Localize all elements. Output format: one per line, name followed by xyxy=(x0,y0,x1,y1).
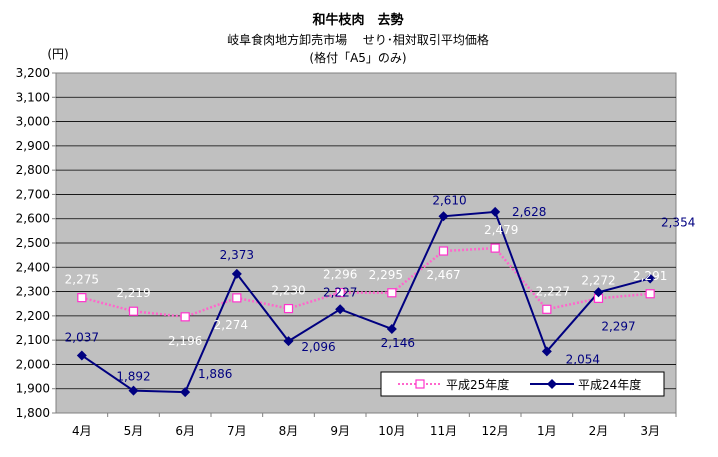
y-tick-labels: 1,800 1,900 2,000 2,100 2,200 2,300 2,400 2,500… xyxy=(16,66,50,420)
series-line-h25 xyxy=(81,246,651,319)
data-label-h25: 2,467 xyxy=(426,268,460,282)
point-h25 xyxy=(180,312,190,322)
y-tick-label: 2,300 xyxy=(16,285,50,299)
data-label-h25: 2,272 xyxy=(581,273,615,287)
data-label-h24: 2,297 xyxy=(601,319,635,333)
data-label-h24: 2,037 xyxy=(65,330,99,344)
y-tick-label: 1,800 xyxy=(16,406,50,420)
y-tick-label: 1,900 xyxy=(16,382,50,396)
point-h24 xyxy=(231,268,242,279)
point-h24 xyxy=(593,287,604,298)
data-label-h25: 2,295 xyxy=(369,268,403,282)
data-label-h24: 1,886 xyxy=(198,367,232,381)
data-label-h24: 2,227 xyxy=(323,285,357,299)
x-tick-label: 10月 xyxy=(378,424,405,438)
y-tick-label: 2,700 xyxy=(16,187,50,201)
x-tick-label: 4月 xyxy=(72,424,92,438)
point-h24 xyxy=(386,323,397,334)
x-tick-label: 6月 xyxy=(175,424,195,438)
x-tick-label: 11月 xyxy=(430,424,457,438)
y-tick-label: 2,100 xyxy=(16,333,50,347)
y-axis-label: (円) xyxy=(47,47,68,61)
y-tick-label: 2,500 xyxy=(16,236,50,250)
x-tick-label: 3月 xyxy=(640,424,660,438)
y-tick-label: 2,400 xyxy=(16,260,50,274)
point-h24 xyxy=(438,211,449,222)
legend-label-h24: 平成24年度 xyxy=(578,377,641,392)
y-tick-label: 2,900 xyxy=(16,139,50,153)
y-tick-label: 3,000 xyxy=(16,115,50,129)
legend-marker-h24 xyxy=(547,379,557,389)
data-label-h24: 2,373 xyxy=(220,248,254,262)
data-label-h25: 2,274 xyxy=(214,318,248,332)
series-line-h24 xyxy=(81,210,651,394)
data-label-h24: 1,892 xyxy=(116,370,150,384)
data-label-h24: 2,146 xyxy=(381,336,415,350)
point-h25 xyxy=(77,293,87,303)
x-tick-label: 1月 xyxy=(537,424,557,438)
data-label-h25: 2,291 xyxy=(633,269,667,283)
data-label-h25: 2,230 xyxy=(271,284,305,298)
point-h25 xyxy=(283,303,294,314)
y-tick-label: 2,200 xyxy=(16,309,50,323)
point-h25 xyxy=(542,304,552,314)
point-h24 xyxy=(180,387,191,398)
data-label-h24: 2,610 xyxy=(432,193,466,207)
point-h24 xyxy=(541,346,552,357)
point-h24 xyxy=(645,273,656,284)
point-h25 xyxy=(645,289,655,299)
x-tick-label: 9月 xyxy=(330,424,350,438)
point-h24 xyxy=(283,336,294,347)
point-h25 xyxy=(232,293,242,303)
data-label-h24: 2,354 xyxy=(661,215,695,229)
data-label-h24: 2,628 xyxy=(512,205,546,219)
data-label-h25: 2,296 xyxy=(323,268,357,282)
y-tick-label: 2,800 xyxy=(16,163,50,177)
y-tick-label: 3,100 xyxy=(16,90,50,104)
chart-subtitle-1: 岐阜食肉地方卸売市場 せり･相対取引平均価格 xyxy=(227,32,489,47)
data-label-h25: 2,219 xyxy=(116,286,150,300)
x-tick-label: 2月 xyxy=(589,424,609,438)
legend: 平成25年度 平成24年度 xyxy=(380,371,665,397)
point-h24 xyxy=(76,350,87,361)
y-tick-label: 2,600 xyxy=(16,212,50,226)
legend-box xyxy=(380,371,665,397)
point-h25 xyxy=(335,287,345,298)
data-label-h25: 2,196 xyxy=(168,334,202,348)
data-label-h24: 2,096 xyxy=(301,340,335,354)
data-label-h25: 2,275 xyxy=(65,273,99,287)
data-label-h25: 2,479 xyxy=(484,223,518,237)
point-h25 xyxy=(438,246,449,256)
series-layer xyxy=(76,206,656,398)
x-tick-label: 12月 xyxy=(482,424,509,438)
chart-subtitle-2: (格付「A5」のみ) xyxy=(309,50,406,65)
legend-marker-h25 xyxy=(415,379,425,389)
point-h25 xyxy=(387,288,397,298)
x-tick-label: 8月 xyxy=(279,424,299,438)
x-tick-labels: 4月 5月 6月 7月 8月 9月 10月 11月 12月 1月 2月 3月 xyxy=(72,413,677,438)
data-labels-layer: 2,275 2,219 2,196 2,274 2,230 2,296 2,295 2,467… xyxy=(65,193,696,383)
x-tick-label: 7月 xyxy=(227,424,247,438)
chart-title: 和牛枝肉 去勢 xyxy=(312,12,403,28)
data-label-h25: 2,227 xyxy=(536,284,570,298)
point-h24 xyxy=(128,385,139,396)
x-tick-label: 5月 xyxy=(124,424,144,438)
point-h24 xyxy=(490,206,501,217)
point-h24 xyxy=(335,304,346,315)
legend-label-h25: 平成25年度 xyxy=(446,377,509,392)
point-h25 xyxy=(128,306,139,316)
point-h25 xyxy=(490,243,500,253)
y-tick-label: 2,000 xyxy=(16,357,50,371)
y-tick-label: 3,200 xyxy=(16,66,50,80)
data-label-h24: 2,054 xyxy=(566,352,600,366)
